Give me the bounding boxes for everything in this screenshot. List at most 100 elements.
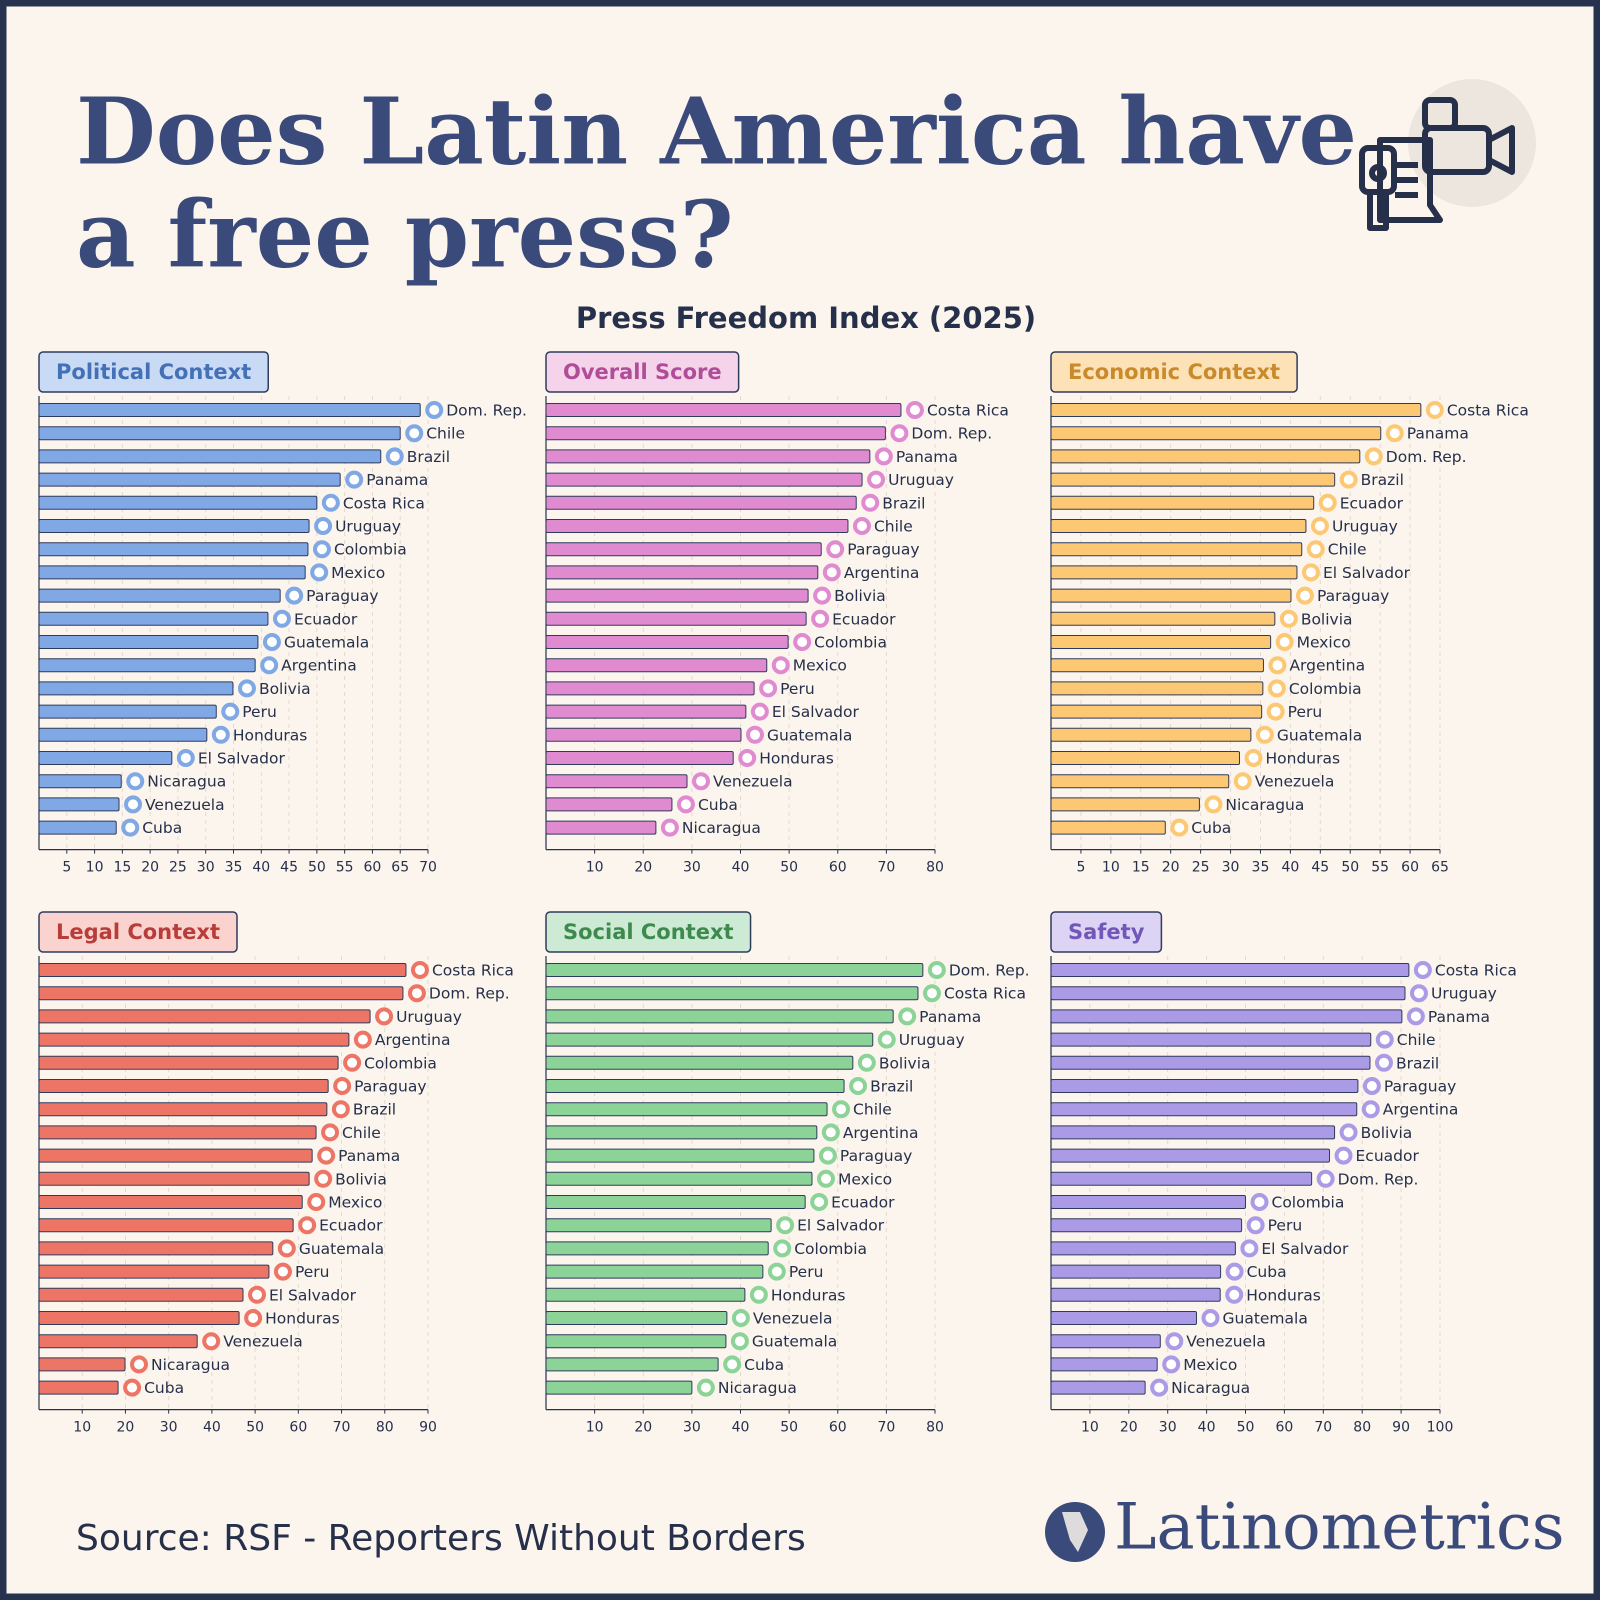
category-label: Ecuador bbox=[831, 1194, 895, 1212]
category-label: Peru bbox=[242, 703, 277, 721]
category-label: Costa Rica bbox=[1435, 962, 1517, 980]
category-label: El Salvador bbox=[269, 1286, 357, 1304]
category-label: Guatemala bbox=[767, 726, 852, 744]
flag-icon bbox=[1250, 1193, 1269, 1211]
flag-icon bbox=[793, 633, 812, 651]
category-label: Costa Rica bbox=[343, 494, 425, 512]
bar bbox=[38, 820, 117, 835]
x-tick-label: 25 bbox=[169, 860, 187, 876]
category-label: Honduras bbox=[265, 1310, 340, 1328]
flag-icon bbox=[1162, 1355, 1181, 1374]
bar bbox=[38, 1380, 119, 1395]
category-label: Costa Rica bbox=[432, 962, 514, 980]
category-label: Panama bbox=[1428, 1008, 1490, 1026]
bar bbox=[38, 1264, 270, 1279]
flag-icon bbox=[126, 772, 145, 791]
bar bbox=[545, 449, 871, 464]
flag-icon bbox=[867, 470, 886, 489]
flag-icon bbox=[767, 1262, 786, 1281]
category-label: Chile bbox=[426, 425, 465, 443]
bar bbox=[545, 565, 819, 580]
bar bbox=[1050, 1287, 1221, 1302]
bar bbox=[545, 1055, 854, 1070]
bar bbox=[545, 588, 809, 603]
x-tick-label: 55 bbox=[336, 860, 354, 876]
category-label: Venezuela bbox=[1186, 1333, 1266, 1351]
category-label: Nicaragua bbox=[718, 1379, 797, 1397]
flag-icon bbox=[849, 1077, 868, 1095]
panel-label: Overall Score bbox=[563, 360, 722, 384]
category-label: Chile bbox=[1397, 1031, 1436, 1049]
x-tick-label: 80 bbox=[926, 860, 944, 876]
flag-icon bbox=[130, 1355, 149, 1374]
flag-icon bbox=[898, 1007, 917, 1026]
category-label: Ecuador bbox=[832, 610, 896, 628]
category-label: Panama bbox=[1407, 425, 1469, 443]
title-line: a free press? bbox=[76, 181, 734, 289]
bar bbox=[1050, 403, 1422, 417]
flag-icon bbox=[1334, 1146, 1353, 1165]
category-label: Argentina bbox=[281, 657, 357, 675]
bar bbox=[38, 1055, 339, 1070]
x-tick-label: 90 bbox=[419, 1420, 437, 1436]
category-label: Mexico bbox=[1297, 634, 1351, 652]
flag-icon bbox=[1204, 795, 1223, 814]
category-label: Nicaragua bbox=[1171, 1379, 1250, 1397]
bar bbox=[38, 1125, 317, 1140]
bar bbox=[1050, 658, 1264, 673]
x-tick-label: 50 bbox=[308, 860, 326, 876]
bar bbox=[38, 542, 309, 557]
category-label: Dom. Rep. bbox=[949, 962, 1030, 980]
category-label: Paraguay bbox=[1317, 587, 1389, 605]
panel-label-box bbox=[38, 911, 238, 953]
category-label: Cuba bbox=[142, 819, 182, 837]
category-label: Colombia bbox=[1289, 680, 1362, 698]
bar bbox=[38, 403, 421, 417]
flag-icon bbox=[1170, 818, 1189, 837]
x-tick-label: 10 bbox=[1081, 1420, 1099, 1436]
bar bbox=[38, 658, 256, 673]
flag-icon bbox=[771, 656, 790, 675]
flag-icon bbox=[1306, 540, 1325, 559]
flag-icon bbox=[1374, 1053, 1393, 1072]
category-label: Brazil bbox=[1361, 471, 1404, 489]
flag-icon bbox=[1385, 424, 1404, 443]
bar bbox=[545, 542, 822, 557]
flag-icon bbox=[321, 493, 340, 512]
brand-name: Latinometrics bbox=[1114, 1491, 1565, 1565]
x-tick-label: 45 bbox=[280, 860, 298, 876]
category-label: Chile bbox=[853, 1101, 892, 1119]
category-label: Uruguay bbox=[899, 1031, 965, 1049]
flag-icon bbox=[1295, 586, 1314, 605]
bar bbox=[38, 963, 407, 977]
category-label: Guatemala bbox=[752, 1333, 837, 1351]
bar bbox=[38, 797, 120, 812]
flag-icon bbox=[1201, 1309, 1220, 1327]
bar bbox=[38, 774, 122, 789]
bar bbox=[38, 1311, 240, 1325]
bar bbox=[1050, 1380, 1146, 1395]
bar bbox=[38, 1009, 371, 1024]
flag-icon bbox=[749, 1285, 768, 1304]
bar bbox=[545, 1357, 719, 1372]
flag-icon bbox=[410, 961, 429, 979]
bar bbox=[545, 820, 657, 835]
panel-label: Political Context bbox=[56, 360, 251, 384]
category-label: Mexico bbox=[1183, 1356, 1237, 1374]
x-tick-label: 80 bbox=[376, 1420, 394, 1436]
bar bbox=[38, 1357, 126, 1372]
flag-icon bbox=[244, 1309, 263, 1327]
category-label: Honduras bbox=[233, 726, 308, 744]
bar bbox=[1050, 1055, 1371, 1070]
category-label: Ecuador bbox=[319, 1217, 383, 1235]
x-tick-label: 35 bbox=[1252, 860, 1270, 876]
category-label: Chile bbox=[1328, 541, 1367, 559]
flag-icon bbox=[816, 1169, 835, 1188]
flag-icon bbox=[1409, 984, 1428, 1003]
x-tick-label: 60 bbox=[1401, 860, 1419, 876]
flag-icon bbox=[248, 1285, 267, 1304]
category-label: Colombia bbox=[1272, 1194, 1345, 1212]
bar bbox=[1050, 986, 1406, 1001]
flag-icon bbox=[1279, 609, 1298, 628]
x-tick-label: 15 bbox=[113, 860, 131, 876]
